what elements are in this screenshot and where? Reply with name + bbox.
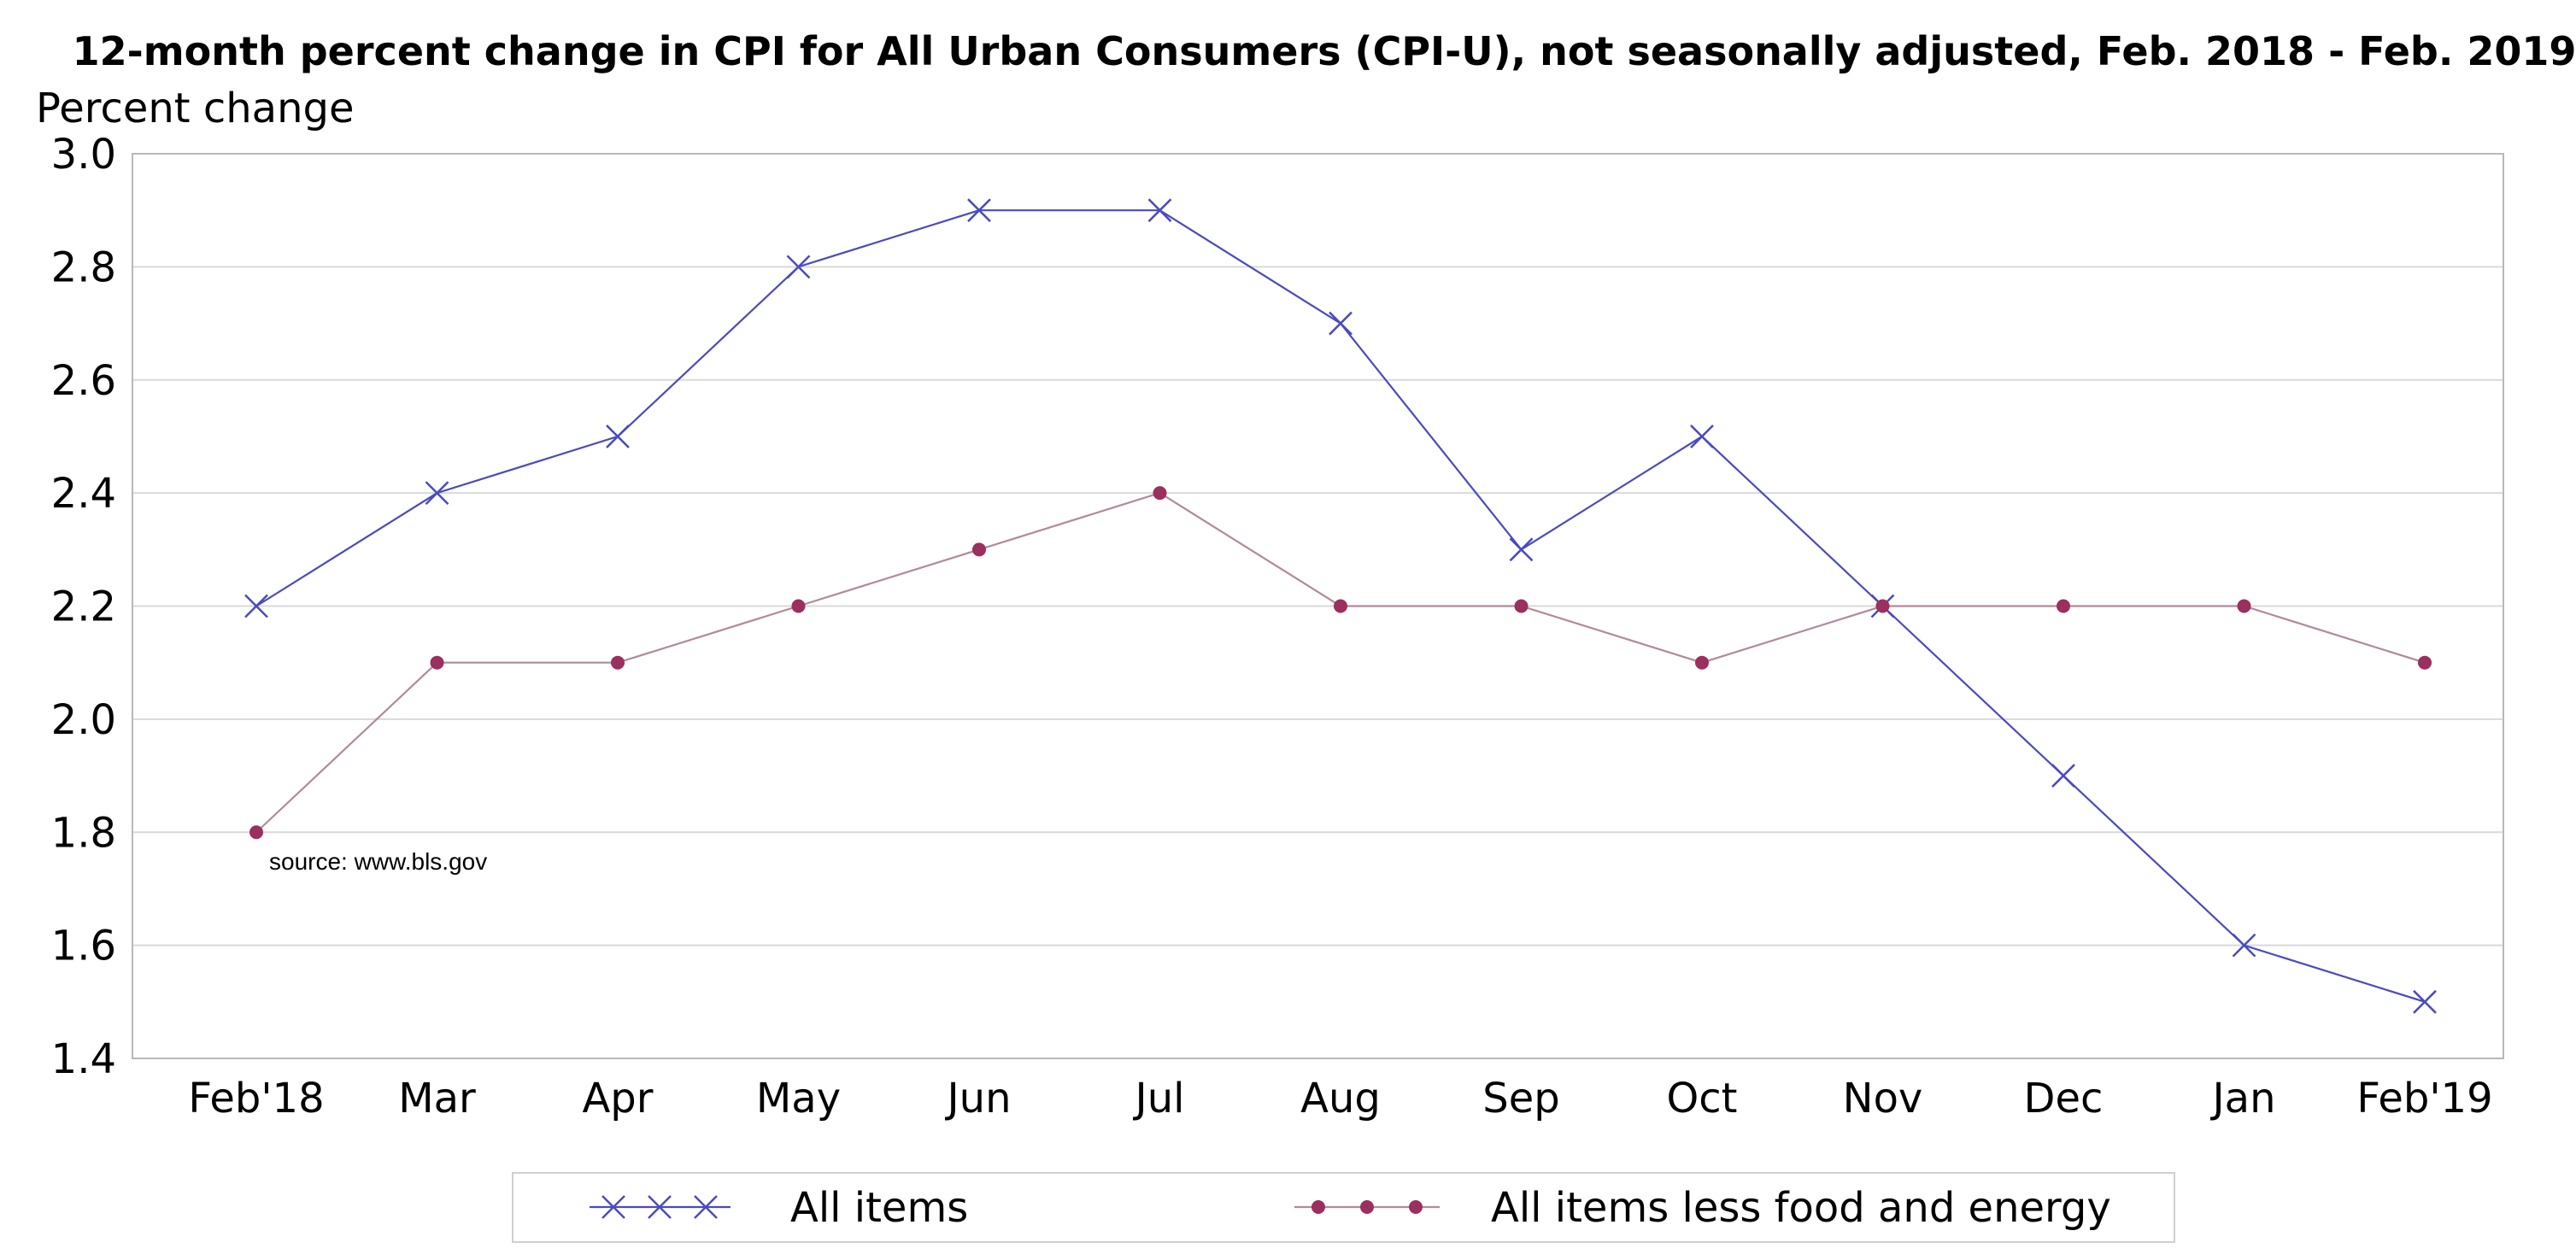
legend-item-0: All items — [590, 1184, 968, 1232]
data-point — [1153, 486, 1167, 501]
data-point — [2057, 599, 2070, 613]
legend-marker — [1360, 1200, 1374, 1214]
data-point — [972, 542, 986, 557]
y-tick-label: 1.4 — [51, 1035, 116, 1083]
x-tick-label: Jun — [945, 1075, 1012, 1122]
data-point — [1329, 311, 1353, 336]
data-point — [1695, 655, 1709, 670]
series-1 — [249, 486, 2432, 840]
data-point — [606, 425, 630, 448]
x-tick-label: Jul — [1133, 1075, 1185, 1122]
legend-marker — [694, 1195, 718, 1219]
data-point — [2418, 655, 2432, 670]
chart-title: 12-month percent change in CPI for All U… — [73, 28, 2576, 74]
plot-area-frame — [132, 153, 2504, 1059]
data-point — [2051, 764, 2075, 788]
y-tick-label: 2.0 — [51, 696, 116, 744]
x-tick-label: Mar — [398, 1075, 476, 1122]
x-tick-label: Feb'19 — [2356, 1075, 2492, 1122]
x-axis-ticks: Feb'18 Mar Apr May Jun Jul Aug Sep Oct Nov Dec Jan F… — [188, 1075, 2492, 1122]
data-point — [1690, 425, 1714, 448]
data-point — [1147, 198, 1172, 223]
y-axis-label: Percent change — [36, 85, 355, 132]
data-point — [1509, 537, 1534, 562]
y-tick-label: 1.6 — [51, 923, 116, 970]
legend-item-1: All items less food and energy — [1294, 1184, 2111, 1232]
y-tick-label: 1.8 — [51, 809, 116, 857]
legend: All items All items less food and energy — [512, 1172, 2175, 1243]
legend-marker — [1409, 1200, 1423, 1214]
data-point — [425, 481, 449, 506]
data-point — [1514, 599, 1529, 613]
data-point — [430, 655, 444, 670]
legend-label: All items less food and energy — [1491, 1184, 2111, 1232]
y-tick-label: 2.6 — [51, 357, 116, 405]
data-point — [244, 594, 268, 618]
data-point — [249, 825, 263, 840]
x-tick-label: Oct — [1667, 1075, 1738, 1122]
data-point — [2413, 989, 2437, 1014]
source-annotation: source: www.bls.gov — [269, 848, 487, 875]
series-line — [255, 491, 2426, 834]
data-point — [791, 599, 806, 613]
x-tick-label: Sep — [1482, 1075, 1559, 1122]
data-point — [967, 198, 991, 223]
legend-marker — [1311, 1200, 1325, 1214]
data-point — [786, 255, 811, 279]
y-tick-label: 2.8 — [51, 243, 116, 291]
series-layer — [244, 198, 2437, 1014]
y-tick-label: 2.4 — [51, 470, 116, 518]
x-tick-label: Aug — [1300, 1075, 1381, 1122]
y-tick-label: 2.2 — [51, 583, 116, 631]
data-point — [2237, 599, 2251, 613]
data-point — [1334, 599, 1347, 613]
series-0 — [244, 198, 2437, 1014]
x-tick-label: Nov — [1843, 1075, 1923, 1122]
gridlines — [132, 266, 2503, 946]
data-point — [1875, 599, 1890, 613]
legend-marker — [648, 1195, 672, 1219]
legend-label: All items — [790, 1184, 968, 1232]
data-point — [611, 655, 625, 670]
y-tick-label: 3.0 — [51, 131, 116, 179]
x-tick-label: Apr — [582, 1075, 653, 1122]
legend-marker — [601, 1195, 625, 1219]
y-axis-ticks: 1.4 1.6 1.8 2.0 2.2 2.4 2.6 2.8 3.0 — [51, 131, 116, 1083]
x-tick-label: Jan — [2210, 1075, 2276, 1122]
data-point — [2232, 933, 2256, 958]
x-tick-label: Dec — [2024, 1075, 2104, 1122]
x-tick-label: Feb'18 — [188, 1075, 324, 1122]
x-tick-label: May — [756, 1075, 841, 1122]
